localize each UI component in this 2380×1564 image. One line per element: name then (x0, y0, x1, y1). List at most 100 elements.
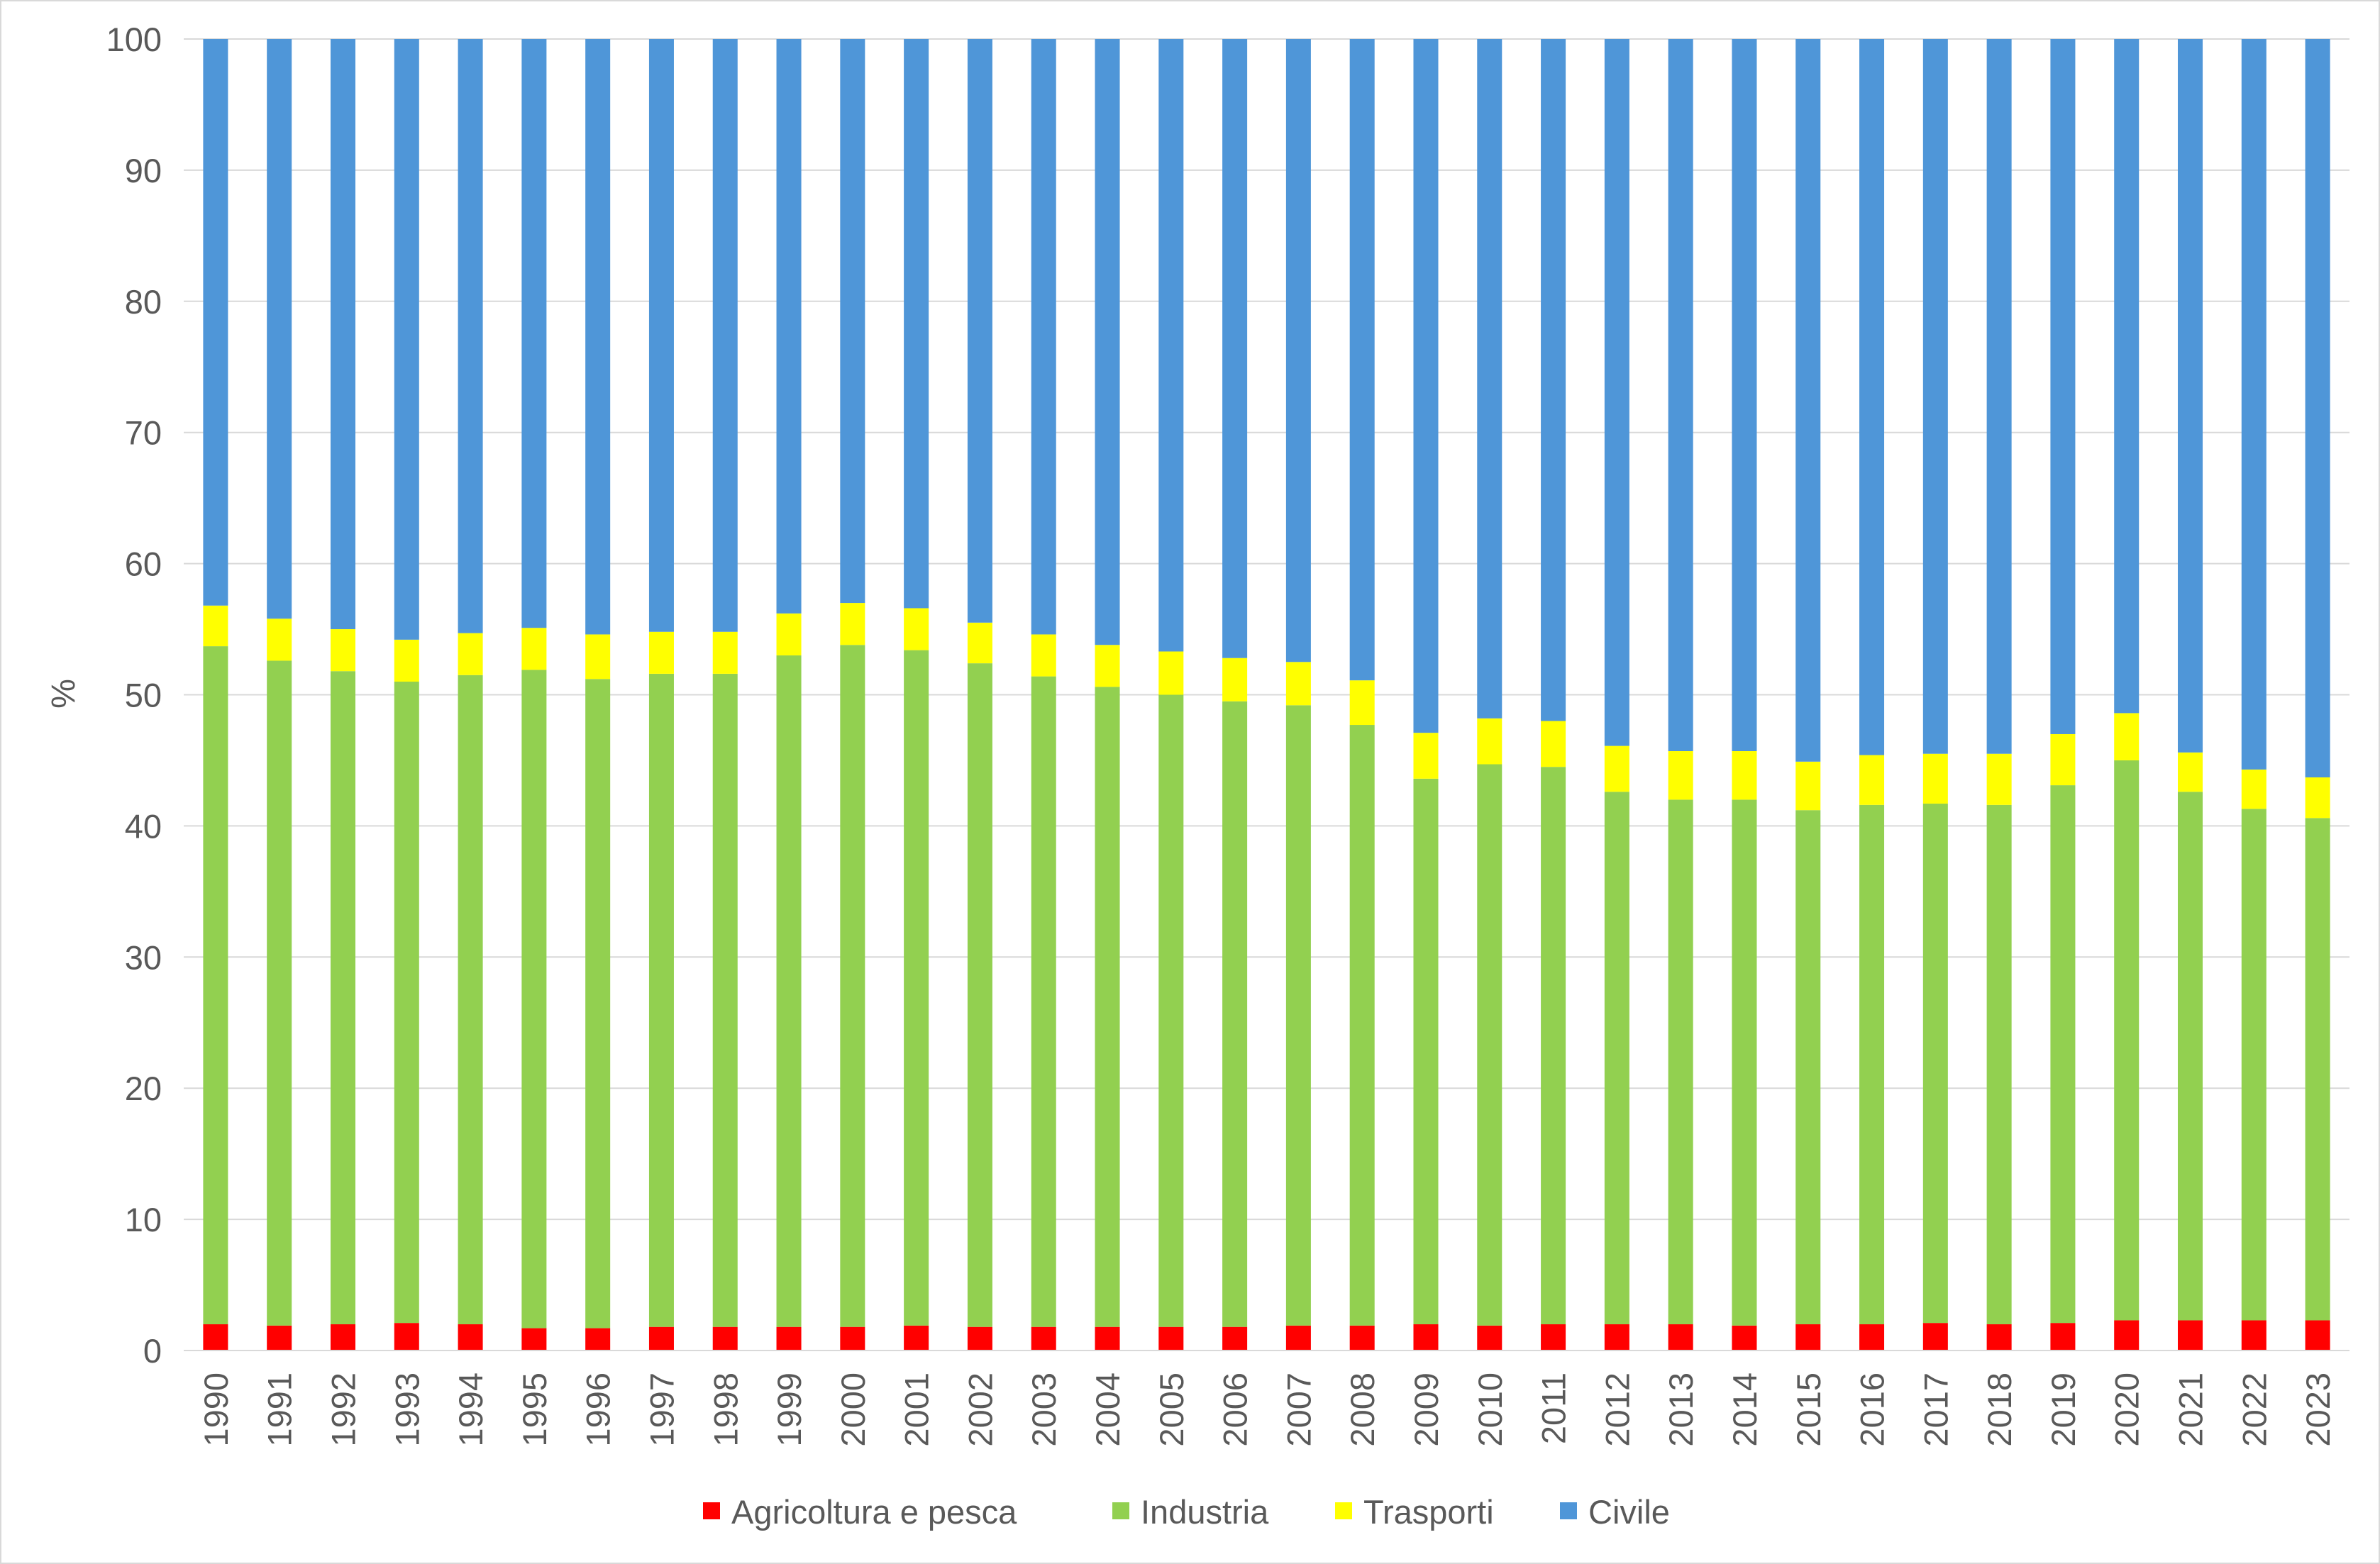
x-tick-label: 2013 (1662, 1372, 1700, 1447)
bar-industria-2003 (1031, 676, 1056, 1327)
bar-civile-2018 (1986, 39, 2012, 754)
bar-agricoltura-e-pesca-1992 (330, 1324, 355, 1351)
bar-trasporti-2016 (1859, 755, 1885, 805)
y-axis-ticks: 0 10 20 30 40 50 60 70 80 90 100 (106, 21, 162, 1370)
x-tick-label: 2010 (1471, 1372, 1509, 1447)
bar-industria-2020 (2114, 760, 2140, 1321)
x-tick-label: 2011 (1535, 1372, 1573, 1444)
bar-agricoltura-e-pesca-2015 (1795, 1324, 1821, 1351)
bar-civile-2020 (2114, 39, 2140, 714)
x-tick-label: 2009 (1407, 1372, 1445, 1447)
bar-civile-1993 (394, 39, 419, 640)
bar-trasporti-2006 (1222, 658, 1248, 701)
bar-civile-2008 (1349, 39, 1375, 681)
legend-swatch-trasporti (1335, 1502, 1352, 1519)
bar-industria-2005 (1158, 694, 1184, 1327)
bar-trasporti-1994 (458, 633, 483, 675)
bar-agricoltura-e-pesca-2007 (1285, 1325, 1311, 1351)
bar-trasporti-1991 (267, 619, 292, 661)
bar-industria-2006 (1222, 701, 1248, 1327)
bar-trasporti-2010 (1477, 718, 1502, 765)
x-tick-label: 2014 (1726, 1372, 1764, 1447)
y-tick-label: 50 (125, 677, 162, 714)
bar-industria-2015 (1795, 810, 1821, 1325)
bar-trasporti-2015 (1795, 761, 1821, 811)
bar-trasporti-2011 (1541, 721, 1566, 767)
y-tick-label: 70 (125, 414, 162, 452)
bar-industria-1991 (267, 660, 292, 1326)
bar-civile-1996 (585, 39, 611, 635)
bar-agricoltura-e-pesca-2010 (1477, 1325, 1502, 1351)
bar-agricoltura-e-pesca-2020 (2114, 1320, 2140, 1351)
bar-trasporti-2014 (1732, 751, 1757, 800)
x-tick-label: 1997 (643, 1372, 680, 1447)
bar-agricoltura-e-pesca-2004 (1095, 1326, 1120, 1351)
bar-industria-1999 (776, 655, 802, 1327)
y-tick-label: 40 (125, 807, 162, 845)
bar-agricoltura-e-pesca-2008 (1349, 1325, 1375, 1351)
bar-industria-2018 (1986, 804, 2012, 1325)
bar-trasporti-2021 (2178, 752, 2203, 792)
gridlines (184, 38, 2349, 1221)
legend-swatch-industria (1112, 1502, 1129, 1519)
y-tick-label: 10 (125, 1201, 162, 1238)
bar-agricoltura-e-pesca-2006 (1222, 1326, 1248, 1351)
x-tick-label: 1998 (707, 1372, 744, 1447)
bar-trasporti-1998 (712, 631, 738, 674)
bar-civile-2012 (1604, 39, 1629, 746)
legend-label: Agricoltura e pesca (731, 1493, 1017, 1531)
bar-agricoltura-e-pesca-2018 (1986, 1324, 2012, 1351)
bar-civile-2013 (1668, 39, 1693, 752)
bar-industria-1994 (458, 675, 483, 1325)
bar-trasporti-1993 (394, 639, 419, 682)
bar-civile-1995 (521, 39, 547, 628)
y-tick-label: 0 (143, 1332, 162, 1370)
bar-industria-2016 (1859, 804, 1885, 1325)
bar-agricoltura-e-pesca-2003 (1031, 1326, 1056, 1351)
bar-industria-1993 (394, 682, 419, 1324)
x-tick-label: 2020 (2108, 1372, 2146, 1447)
bar-trasporti-1999 (776, 613, 802, 656)
x-tick-label: 1999 (770, 1372, 808, 1447)
bar-agricoltura-e-pesca-1998 (712, 1326, 738, 1351)
x-tick-label: 2018 (1981, 1372, 2018, 1447)
x-tick-label: 2006 (1217, 1372, 1254, 1447)
bar-agricoltura-e-pesca-2016 (1859, 1324, 1885, 1351)
x-tick-label: 1990 (197, 1372, 235, 1447)
bar-trasporti-2012 (1604, 745, 1629, 792)
bar-trasporti-2020 (2114, 713, 2140, 760)
bar-civile-2009 (1413, 39, 1439, 733)
y-tick-label: 60 (125, 545, 162, 583)
bar-civile-2016 (1859, 39, 1885, 755)
bar-trasporti-2013 (1668, 751, 1693, 800)
bar-trasporti-2005 (1158, 651, 1184, 695)
x-tick-label: 1992 (324, 1372, 362, 1447)
x-tick-label: 2002 (961, 1372, 999, 1447)
bars (203, 39, 2330, 1351)
bar-civile-1990 (203, 39, 228, 606)
x-tick-label: 2022 (2235, 1372, 2273, 1447)
bar-trasporti-2009 (1413, 733, 1439, 779)
x-tick-label: 1991 (261, 1372, 299, 1447)
x-tick-label: 2021 (2172, 1372, 2210, 1447)
bar-agricoltura-e-pesca-1997 (648, 1326, 674, 1351)
bar-agricoltura-e-pesca-2013 (1668, 1324, 1693, 1351)
bar-trasporti-2000 (840, 603, 865, 645)
bar-industria-1996 (585, 679, 611, 1329)
bar-trasporti-1997 (648, 631, 674, 674)
legend-swatch-civile (1560, 1502, 1577, 1519)
bar-industria-2009 (1413, 778, 1439, 1325)
bar-trasporti-2023 (2305, 777, 2330, 819)
bar-agricoltura-e-pesca-1994 (458, 1324, 483, 1351)
bar-civile-1997 (648, 39, 674, 632)
legend-label: Civile (1588, 1493, 1670, 1531)
bar-agricoltura-e-pesca-2005 (1158, 1326, 1184, 1351)
bar-agricoltura-e-pesca-2009 (1413, 1324, 1439, 1351)
bar-trasporti-2019 (2050, 733, 2076, 786)
bar-agricoltura-e-pesca-2002 (967, 1326, 992, 1351)
bar-civile-2005 (1158, 39, 1184, 652)
bar-trasporti-2004 (1095, 645, 1120, 687)
bar-industria-1995 (521, 670, 547, 1329)
x-axis-ticks: 1990 1991 1992 1993 1994 1995 1996 1997 1998 1999… (197, 1372, 2337, 1447)
bar-trasporti-2001 (904, 608, 929, 650)
